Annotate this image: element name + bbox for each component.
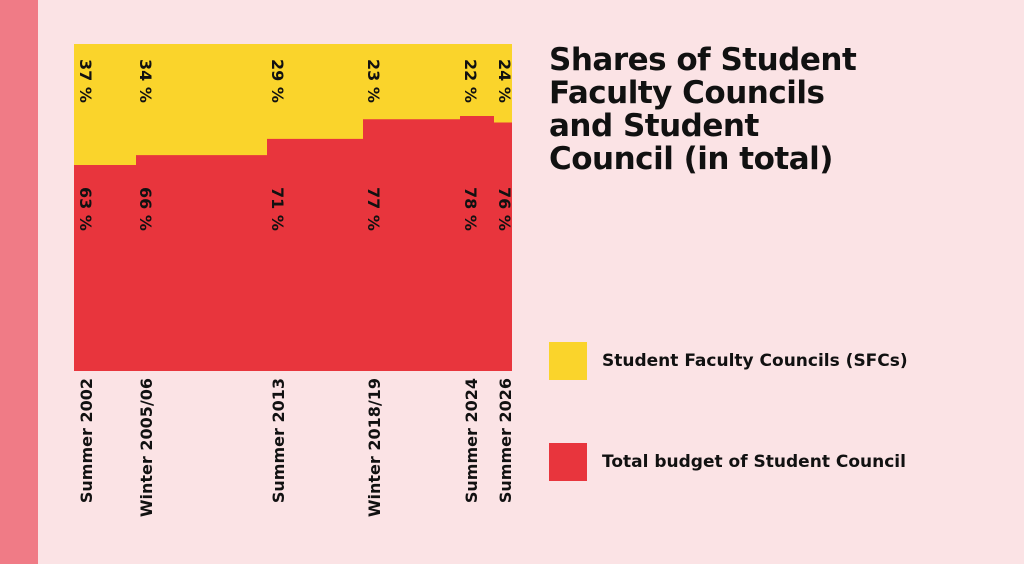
chart-x-labels: Summer 2002 Winter 2005/06 Summer 2013 Wint… — [77, 378, 515, 517]
value-label-council: 63 % — [76, 187, 95, 231]
x-tick-label: Summer 2024 — [462, 378, 481, 503]
legend-item-sfc: Student Faculty Councils (SFCs) — [549, 342, 1009, 382]
legend-swatch-council — [549, 443, 587, 481]
value-label-council: 71 % — [268, 187, 287, 231]
x-tick-label: Winter 2018/19 — [365, 378, 384, 517]
x-tick-label: Summer 2013 — [269, 378, 288, 503]
value-label-sfc: 37 % — [76, 59, 95, 103]
value-label-sfc: 22 % — [461, 59, 480, 103]
value-label-council: 76 % — [495, 187, 514, 231]
value-label-sfc: 24 % — [495, 59, 514, 103]
chart-value-labels: 37 % 34 % 29 % 23 % 22 % 24 % 63 % 66 % 71 % 77 %… — [76, 59, 514, 231]
x-tick-label: Winter 2005/06 — [137, 378, 156, 517]
x-tick-label: Summer 2026 — [496, 378, 515, 503]
legend-label-council: Total budget of Student Council — [602, 452, 906, 472]
x-tick-label: Summer 2002 — [77, 378, 96, 503]
value-label-council: 77 % — [364, 187, 383, 231]
area-council — [74, 115, 512, 371]
legend-item-council: Total budget of Student Council — [549, 443, 1009, 483]
legend-label-sfc: Student Faculty Councils (SFCs) — [602, 351, 908, 371]
value-label-council: 66 % — [136, 187, 155, 231]
value-label-sfc: 23 % — [364, 59, 383, 103]
chart-title: Shares of Student Faculty Councils and S… — [549, 42, 857, 178]
chart-legend: Student Faculty Councils (SFCs) Total bu… — [549, 342, 1009, 544]
chart-areas — [74, 44, 512, 371]
value-label-sfc: 29 % — [268, 59, 287, 103]
value-label-council: 78 % — [461, 187, 480, 231]
value-label-sfc: 34 % — [136, 59, 155, 103]
legend-swatch-sfc — [549, 342, 587, 380]
side-accent-bar — [0, 0, 38, 564]
